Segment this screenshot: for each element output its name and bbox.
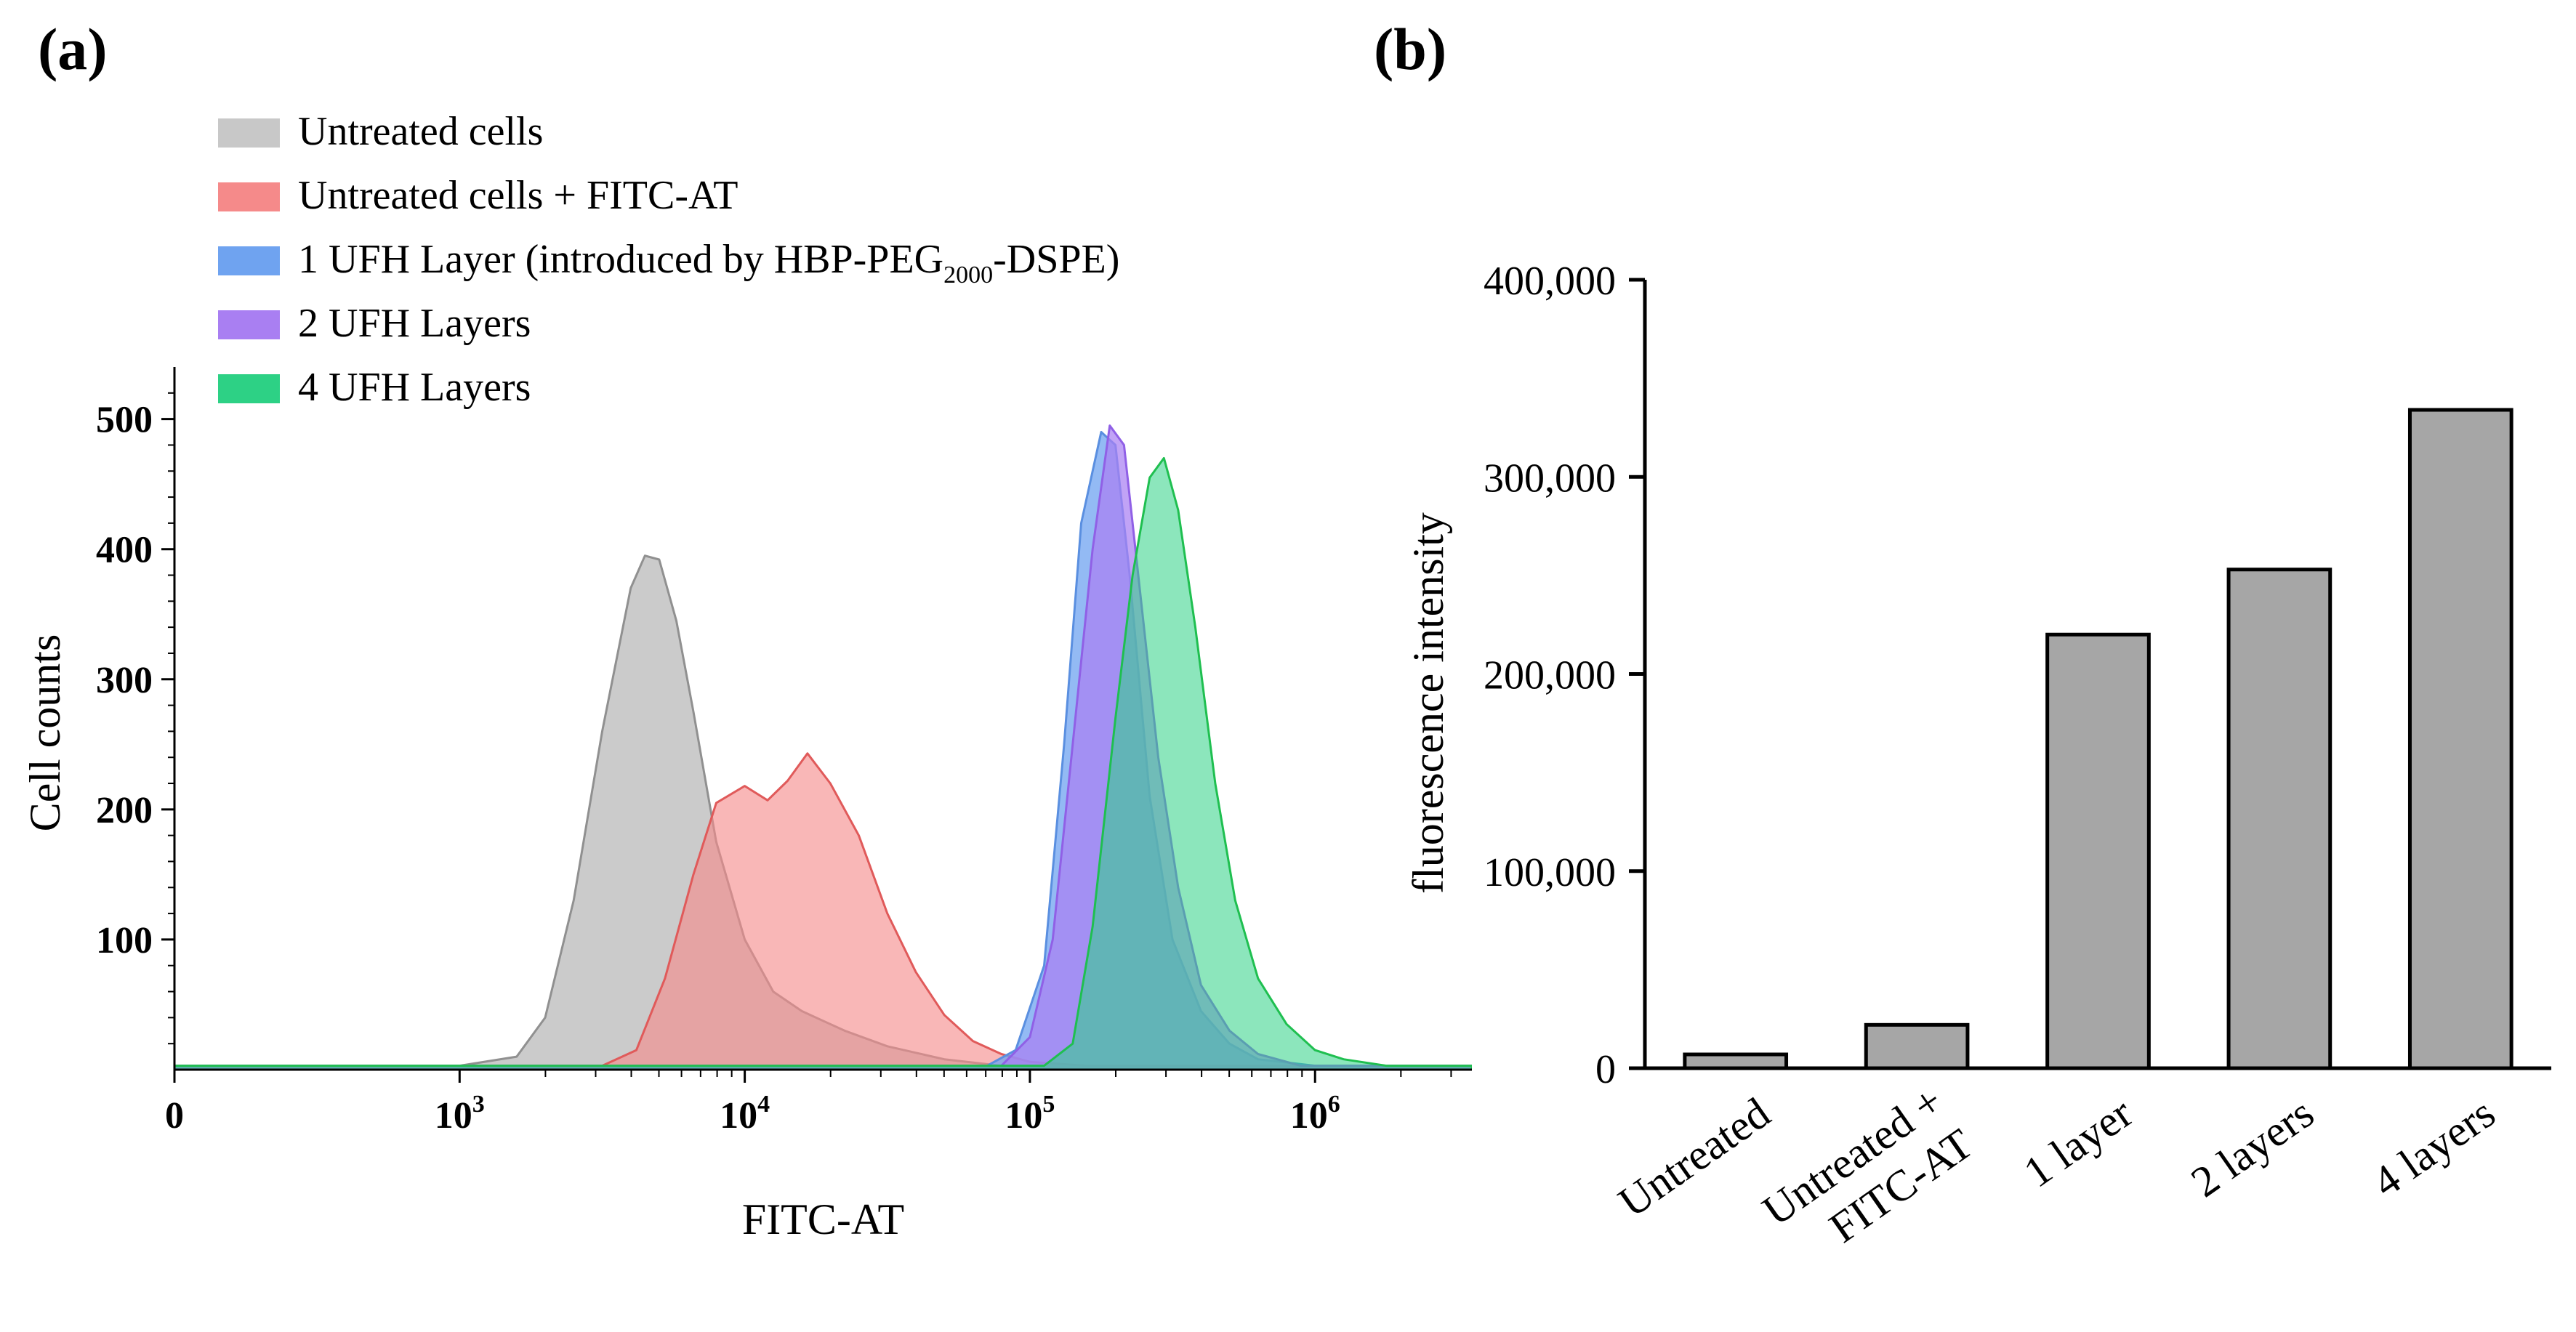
bar-y-tick-label-1: 0	[1595, 1047, 1616, 1092]
legend-text-4: 2 UFH Layers	[298, 301, 531, 346]
x-axis-title: FITC-AT	[742, 1195, 904, 1243]
x-tick-label-1: 0	[165, 1095, 184, 1137]
bar-3	[2045, 632, 2151, 1070]
bar-5	[2407, 408, 2513, 1070]
legend-tail-3: -DSPE)	[993, 237, 1119, 282]
bar-y-tick-label-4: 300,000	[1484, 456, 1616, 501]
x-tick-label-2: 103	[435, 1091, 485, 1137]
legend-swatch-2	[218, 182, 280, 211]
bar-y-tick-label-2: 100,000	[1484, 850, 1616, 895]
panel-a-histogram: (a) Untreated cells Untreated cells + FITC…	[21, 16, 1472, 1243]
legend-entry-3: 1 UFH Layer (introduced by HBP-PEG2000-D…	[298, 237, 1119, 288]
y-axis-title: Cell counts	[21, 634, 69, 832]
legend-swatch-4	[218, 310, 280, 339]
panel-b-label: (b)	[1374, 16, 1446, 82]
x-tick-exponent-4: 5	[1042, 1091, 1055, 1118]
y-tick-label-3: 300	[96, 660, 153, 701]
legend-entry-2: Untreated cells + FITC-AT	[298, 173, 738, 218]
x-tick-label-5: 106	[1290, 1091, 1340, 1137]
bar-y-tick-label-5: 400,000	[1484, 259, 1616, 304]
legend-entry-1: Untreated cells	[298, 109, 543, 154]
y-tick-label-5: 500	[96, 400, 153, 441]
legend-subscript-3: 2000	[943, 262, 993, 288]
x-tick-base-4: 10	[1005, 1095, 1042, 1137]
legend-entry-5: 4 UFH Layers	[298, 365, 531, 410]
legend-swatch-1	[218, 118, 280, 148]
bar-4	[2226, 568, 2333, 1070]
x-tick-exponent-5: 6	[1328, 1091, 1340, 1118]
legend-text-2: Untreated cells + FITC-AT	[298, 173, 738, 218]
legend-entry-4: 2 UFH Layers	[298, 301, 531, 346]
panel-a-label: (a)	[38, 16, 108, 82]
plot-area	[174, 424, 1472, 1070]
x-tick-exponent-3: 4	[757, 1091, 770, 1118]
bar-y-tick-label-3: 200,000	[1484, 653, 1616, 698]
legend-text-5: 4 UFH Layers	[298, 365, 531, 410]
bar-2	[1864, 1022, 1970, 1070]
y-tick-label-4: 400	[96, 530, 153, 571]
x-tick-exponent-2: 3	[472, 1091, 485, 1118]
legend-text-3: 1 UFH Layer (introduced by HBP-PEG	[298, 237, 943, 282]
y-tick-label-2: 200	[96, 790, 153, 831]
x-tick-base-2: 10	[435, 1095, 472, 1137]
x-tick-base-3: 10	[720, 1095, 757, 1137]
y-tick-label-1: 100	[96, 920, 153, 961]
histogram-series-5	[174, 456, 1472, 1070]
legend-text-1: Untreated cells	[298, 109, 543, 154]
bar-y-axis-title: fluorescence intensity	[1404, 512, 1452, 894]
bar-1	[1683, 1052, 1789, 1070]
legend-swatch-5	[218, 374, 280, 403]
x-tick-label-4: 105	[1005, 1091, 1055, 1137]
x-tick-base-5: 10	[1290, 1095, 1328, 1137]
legend-swatch-3	[218, 246, 280, 275]
x-tick-label-3: 104	[720, 1091, 770, 1137]
